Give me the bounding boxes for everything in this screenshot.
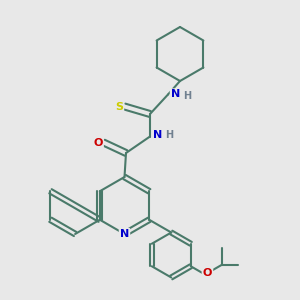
Text: S: S — [115, 101, 123, 112]
Text: H: H — [184, 91, 192, 101]
Text: N: N — [120, 229, 129, 239]
Text: O: O — [203, 268, 212, 278]
Text: H: H — [166, 130, 174, 140]
Text: N: N — [153, 130, 162, 140]
Text: O: O — [93, 137, 103, 148]
Text: N: N — [171, 89, 180, 100]
